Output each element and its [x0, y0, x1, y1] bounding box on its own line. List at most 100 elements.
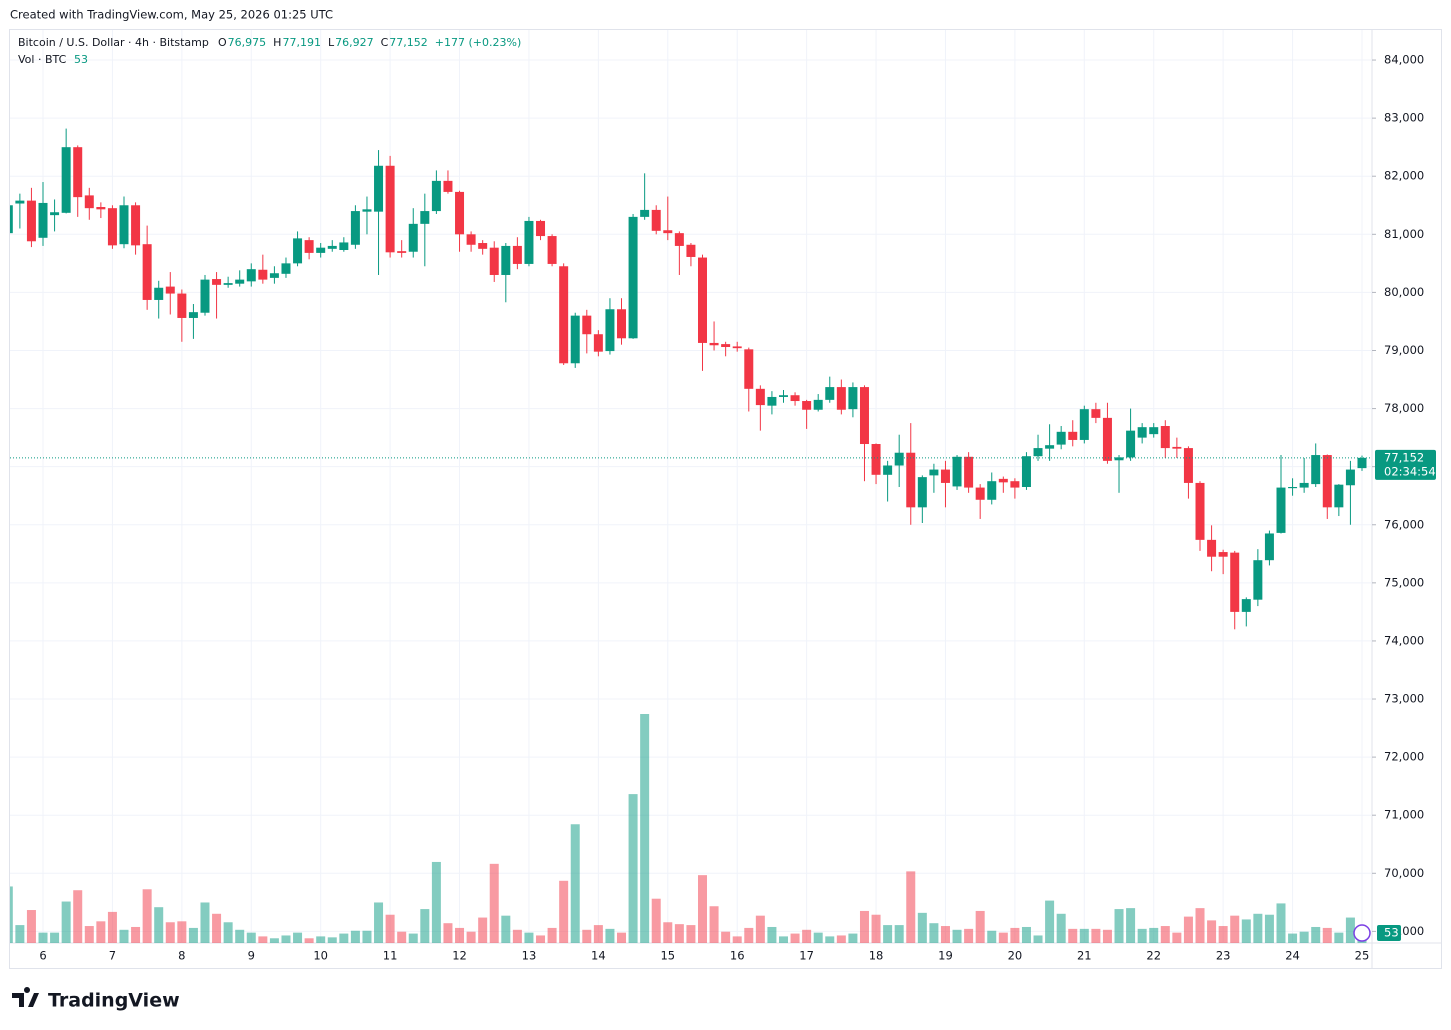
- candle-body: [107, 208, 117, 246]
- y-tick-label: 70,000: [1384, 866, 1424, 880]
- candle-body: [1160, 426, 1170, 449]
- volume-bar: [339, 933, 349, 943]
- candle-body: [177, 293, 187, 318]
- candle-body: [1207, 539, 1217, 557]
- candle-body: [929, 469, 939, 476]
- candle-body: [212, 279, 222, 285]
- candle-body: [744, 349, 754, 389]
- candle-body: [848, 387, 858, 410]
- candle-body: [651, 209, 661, 231]
- volume-bar: [420, 909, 430, 943]
- candle-body: [501, 245, 511, 275]
- volume-bar: [38, 932, 48, 943]
- candle-body: [1149, 427, 1159, 435]
- y-tick-label: 76,000: [1384, 517, 1424, 531]
- logo: TradingView: [12, 987, 180, 1012]
- volume-bar: [1195, 908, 1205, 943]
- candle-body: [617, 309, 627, 339]
- candle-body: [871, 444, 881, 475]
- volume-bar: [698, 875, 707, 943]
- volume-bar: [651, 898, 661, 943]
- volume-bar: [593, 925, 603, 943]
- volume-bar: [350, 930, 360, 943]
- y-tick-label: 75,000: [1384, 575, 1424, 589]
- volume-bar: [489, 863, 499, 943]
- y-tick-label: 80,000: [1384, 285, 1424, 299]
- volume-bar: [501, 915, 511, 943]
- x-tick-label: 18: [869, 949, 884, 963]
- volume-bar: [304, 938, 314, 943]
- candle-body: [350, 211, 360, 245]
- candle-body: [235, 279, 245, 284]
- x-tick-label: 17: [799, 949, 814, 963]
- volume-bar: [778, 936, 788, 943]
- candle-body: [15, 200, 25, 204]
- candle-body: [894, 452, 904, 466]
- legend-value: 76,927: [335, 36, 374, 49]
- candle-body: [593, 334, 603, 352]
- volume-bar: [825, 936, 835, 943]
- candle-body: [732, 346, 742, 349]
- candle-body: [293, 238, 303, 264]
- volume-label-box: [1377, 925, 1401, 942]
- x-tick-label: 13: [522, 949, 537, 963]
- volume-bar: [1183, 916, 1193, 943]
- candle-body: [478, 243, 488, 249]
- price-pane: [10, 128, 1367, 630]
- volume-bar: [605, 928, 615, 943]
- last-price-box: [1375, 449, 1436, 480]
- volume-bar: [906, 871, 916, 943]
- candle-body: [154, 287, 164, 300]
- volume-bar: [61, 901, 71, 943]
- candle-body: [466, 234, 476, 245]
- volume-bar: [374, 902, 384, 943]
- candle-body: [38, 202, 48, 238]
- volume-bar: [732, 936, 742, 943]
- volume-bar: [1056, 913, 1066, 943]
- x-tick-label: 14: [591, 949, 606, 963]
- legend-change: +177 (+0.23%): [435, 36, 521, 49]
- ohlc-legend: O 76,975 H 77,191 L 76,927 C 77,152 +177 (+0.23%…: [218, 36, 521, 49]
- candle-body: [975, 487, 985, 500]
- candle-body: [200, 279, 210, 313]
- logo-text: TradingView: [48, 990, 180, 1012]
- volume-bar: [1288, 933, 1298, 943]
- volume-bar: [281, 935, 291, 943]
- volume-bar: [408, 933, 418, 943]
- volume-bar: [998, 932, 1008, 943]
- candle-body: [1137, 427, 1147, 438]
- volume-bar: [871, 914, 881, 943]
- candle-body: [802, 401, 812, 410]
- candle-body: [1126, 430, 1136, 458]
- volume-bar: [15, 925, 25, 943]
- y-tick-label: 83,000: [1384, 111, 1424, 125]
- candle-body: [420, 211, 430, 224]
- candle-body: [269, 273, 279, 278]
- volume-bar: [1207, 920, 1217, 943]
- volume-bar: [200, 902, 210, 943]
- candle-body: [917, 477, 927, 508]
- candle-body: [397, 251, 407, 253]
- y-tick-label: 71,000: [1384, 808, 1424, 822]
- candle-body: [258, 269, 268, 280]
- candle-body: [640, 209, 650, 217]
- volume-bar: [952, 929, 962, 943]
- volume-bar: [235, 929, 245, 943]
- y-tick-label: 78,000: [1384, 401, 1424, 415]
- candle-body: [536, 220, 546, 237]
- volume-axis-label: 53: [1384, 926, 1399, 940]
- volume-bar: [258, 936, 268, 943]
- volume-bar: [1264, 914, 1274, 943]
- volume-bar: [1010, 927, 1020, 943]
- volume-bar: [455, 927, 465, 943]
- candle-body: [443, 180, 453, 192]
- volume-bar: [848, 933, 858, 943]
- y-tick-label: 82,000: [1384, 169, 1424, 183]
- candle-body: [1114, 457, 1124, 461]
- volume-bar: [570, 824, 580, 943]
- volume-bar: [617, 932, 627, 943]
- legend-value: 76,975: [228, 36, 267, 49]
- countdown: 02:34:54: [1384, 464, 1436, 478]
- x-tick-label: 22: [1146, 949, 1161, 963]
- volume-bar: [929, 923, 939, 943]
